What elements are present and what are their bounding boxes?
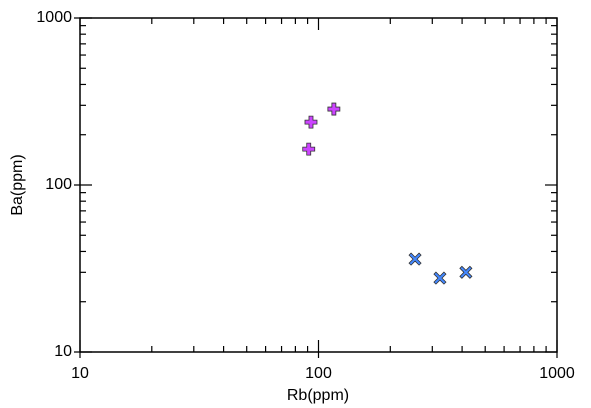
plot-frame (79, 17, 558, 353)
y-axis-label: Ba(ppm) (9, 154, 26, 215)
point (304, 115, 318, 129)
x-tick-label: 1000 (539, 365, 575, 382)
y-tick-label: 10 (54, 343, 72, 360)
y-tick-label: 1000 (36, 9, 72, 26)
point (302, 142, 316, 156)
x-axis-label: Rb(ppm) (287, 387, 349, 404)
point (327, 102, 341, 116)
point (459, 265, 473, 279)
x-tick-label: 10 (71, 365, 89, 382)
point (433, 271, 447, 285)
x-tick-label: 100 (305, 365, 332, 382)
point (408, 252, 422, 266)
y-tick-label: 100 (45, 176, 72, 193)
